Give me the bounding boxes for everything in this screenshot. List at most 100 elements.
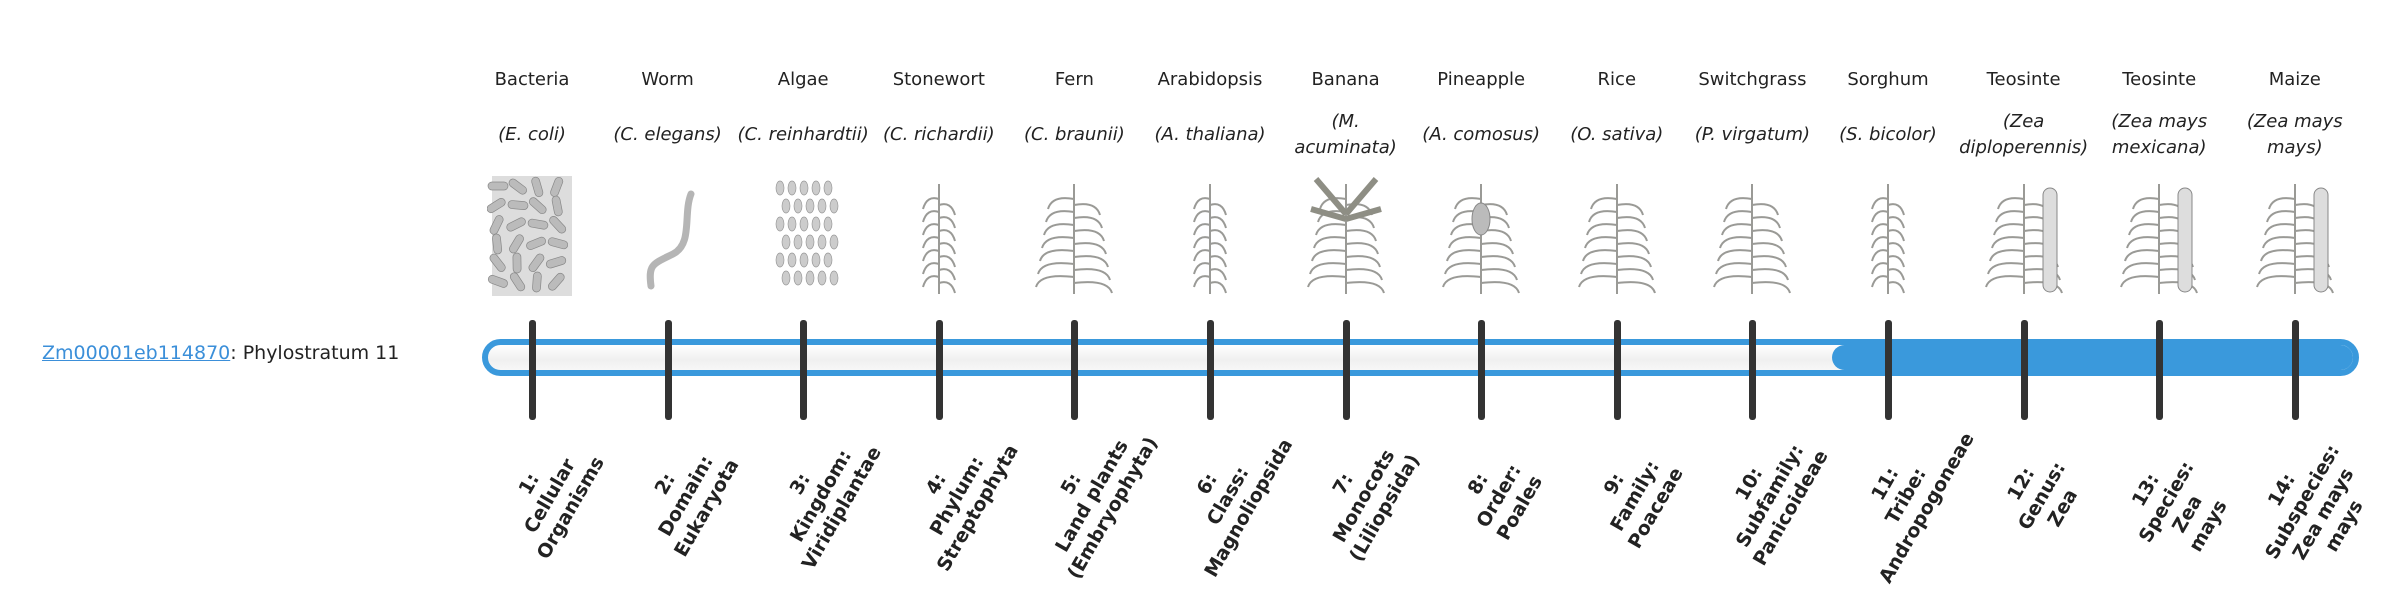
organism-column: Stonewort (C. richardii) xyxy=(871,64,1007,298)
organism-name: Bacteria xyxy=(494,69,570,90)
stratum-tick xyxy=(800,320,808,420)
organism-name: Stonewort xyxy=(892,69,985,90)
organism-species: (O. sativa) xyxy=(1549,96,1685,174)
stratum-rank-label: 10: Subfamily: Panicoideae xyxy=(1697,404,1844,587)
organism-column: Worm (C. elegans) xyxy=(600,64,736,298)
organism-species: (Zea mays mays) xyxy=(2227,96,2363,174)
stratum-tick xyxy=(529,320,536,420)
organism-species-text: (C. braunii) xyxy=(1024,124,1125,145)
organism-species-text: (M. acuminata) xyxy=(1294,111,1397,158)
teosinte-icon xyxy=(2120,184,2199,294)
stratum-tick xyxy=(2020,320,2028,420)
organism-column: Arabidopsis (A. thaliana) xyxy=(1142,64,1278,298)
organism-name: Switchgrass xyxy=(1698,69,1807,90)
bacteria-icon xyxy=(487,176,572,296)
organism-name: Teosinte xyxy=(1986,69,2061,90)
organism-species-text: (Zea mays mexicana) xyxy=(2111,111,2208,158)
maize-icon xyxy=(2255,184,2334,294)
organism-name: Pineapple xyxy=(1437,69,1526,90)
stratum-rank-label: 7: Monocots (Liliopsida) xyxy=(1290,404,1437,587)
stratum-tick xyxy=(1071,320,1079,420)
organism-species-text: (A. comosus) xyxy=(1422,124,1541,145)
organism-name: Sorghum xyxy=(1847,69,1929,90)
organism-name: Fern xyxy=(1054,69,1094,90)
stratum-rank-label: 11: Tribe: Andropogoneae xyxy=(1832,404,1979,587)
worm-icon xyxy=(646,190,695,290)
gene-id-link[interactable]: Zm00001eb114870 xyxy=(42,342,231,364)
organism-species-text: (P. virgatum) xyxy=(1694,124,1811,145)
organism-column: Banana (M. acuminata) xyxy=(1278,64,1414,298)
sorghum-icon xyxy=(1871,184,1905,294)
gene-label: Zm00001eb114870: Phylostratum 11 xyxy=(42,342,399,364)
organism-column: Fern (C. braunii) xyxy=(1006,64,1142,298)
stratum-rank-label: 9: Family: Poaceae xyxy=(1561,404,1708,587)
organism-species: (C. elegans) xyxy=(600,96,736,174)
stratum-rank-label: 14: Subspecies: Zea mays mays xyxy=(2229,410,2397,605)
stratum-tick xyxy=(1885,320,1892,420)
organism-column: Pineapple (A. comosus) xyxy=(1413,64,1549,298)
organism-species: (A. thaliana) xyxy=(1142,96,1278,174)
organism-column: Switchgrass (P. virgatum) xyxy=(1684,64,1820,298)
stratum-tick xyxy=(1207,320,1214,420)
stratum-rank-label: 13: Species: Zea mays xyxy=(2093,410,2261,605)
stratum-tick xyxy=(1478,320,1486,420)
banana-icon xyxy=(1306,177,1385,294)
stratum-tick xyxy=(2156,320,2164,420)
organism-name: Banana xyxy=(1311,69,1380,90)
organism-column: Bacteria (E. coli) xyxy=(464,64,600,298)
stratum-tick xyxy=(2291,320,2299,420)
phylostratum-text: : Phylostratum 11 xyxy=(230,342,400,364)
stratum-tick xyxy=(935,320,943,420)
organism-species-text: (C. richardii) xyxy=(882,124,995,145)
stratum-rank-label: 8: Order: Poales xyxy=(1426,404,1573,587)
stratum-rank-label: 6: Class: Magnoliopsida xyxy=(1154,404,1301,587)
organism-species-text: (E. coli) xyxy=(498,124,566,145)
organism-species: (C. reinhardtii) xyxy=(735,96,871,174)
organism-species-text: (S. bicolor) xyxy=(1839,124,1937,145)
phylostratum-bar xyxy=(482,339,2359,376)
organism-column: Rice (O. sativa) xyxy=(1549,64,1685,298)
organism-species-text: (C. reinhardtii) xyxy=(737,124,869,145)
arabidopsis-icon xyxy=(1193,184,1227,294)
stratum-rank-label: 12: Genus: Zea xyxy=(1968,404,2115,587)
organism-name: Maize xyxy=(2268,69,2321,90)
organism-species: (P. virgatum) xyxy=(1684,96,1820,174)
stratum-rank-label: 1: Cellular Organisms xyxy=(476,404,623,587)
organism-name: Algae xyxy=(777,69,829,90)
organism-species: (E. coli) xyxy=(464,96,600,174)
fern-icon xyxy=(1035,184,1114,294)
stratum-rank-label: 2: Domain: Eukaryota xyxy=(612,404,759,587)
organism-species: (C. braunii) xyxy=(1006,96,1142,174)
phylostratum-bar-fill xyxy=(1832,345,2353,370)
stratum-tick xyxy=(664,320,672,420)
organism-name: Worm xyxy=(641,69,694,90)
stonewort-icon xyxy=(921,184,956,294)
organism-species: (M. acuminata) xyxy=(1278,96,1414,174)
organism-species-text: (Zea mays mays) xyxy=(2246,111,2343,158)
stratum-tick xyxy=(1342,320,1350,420)
stratum-rank-label: 3: Kingdom: Viridiplantae xyxy=(748,404,895,587)
switchgrass-icon xyxy=(1713,184,1792,294)
organism-column: Teosinte (Zea mays mexicana) xyxy=(2091,64,2227,298)
organism-name: Rice xyxy=(1597,69,1637,90)
pineapple-icon xyxy=(1442,184,1521,294)
organism-column: Sorghum (S. bicolor) xyxy=(1820,64,1956,298)
stratum-tick xyxy=(1749,320,1757,420)
teosinte-icon xyxy=(1984,184,2063,294)
organism-name: Teosinte xyxy=(2122,69,2197,90)
stratum-rank-label: 4: Phylum: Streptophyta xyxy=(883,404,1030,587)
organism-species-text: (C. elegans) xyxy=(613,124,722,145)
organism-species: (C. richardii) xyxy=(871,96,1007,174)
organism-species: (A. comosus) xyxy=(1413,96,1549,174)
organism-species-text: (O. sativa) xyxy=(1570,124,1664,145)
organism-column: Algae (C. reinhardtii) xyxy=(735,64,871,298)
organism-species-text: (A. thaliana) xyxy=(1154,124,1266,145)
stratum-rank-label: 5: Land plants (Embryophyta) xyxy=(1019,404,1166,587)
organism-column: Teosinte (Zea diploperennis) xyxy=(1956,64,2092,298)
stratum-tick xyxy=(1613,320,1621,420)
organism-species: (Zea diploperennis) xyxy=(1956,96,2092,174)
organism-species: (Zea mays mexicana) xyxy=(2091,96,2227,174)
organism-name: Arabidopsis xyxy=(1157,69,1263,90)
rice-icon xyxy=(1577,184,1656,294)
organism-species: (S. bicolor) xyxy=(1820,96,1956,174)
